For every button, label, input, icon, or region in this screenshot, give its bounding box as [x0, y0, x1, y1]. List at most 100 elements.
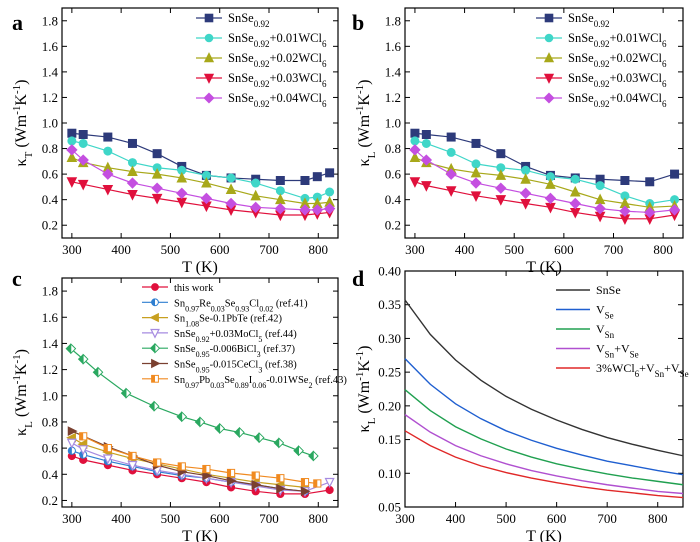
legend-entry: SnSe0.92+0.03WCl6	[228, 71, 327, 89]
x-tick-label: 300	[405, 242, 425, 257]
data-point	[127, 190, 138, 201]
x-tick-label: 300	[62, 242, 82, 257]
data-point	[520, 199, 531, 210]
x-tick-label: 600	[210, 511, 230, 526]
series-b-3	[409, 177, 680, 225]
legend-entry: SnSe0.92+0.03WCl6	[568, 71, 667, 89]
data-point	[519, 187, 532, 199]
series-line	[414, 181, 675, 220]
y-tick-label: 1.2	[385, 90, 401, 105]
data-point	[78, 130, 88, 139]
y-tick-label: 0.6	[385, 167, 402, 182]
legend-entry: SnSe0.92+0.04WCl6	[568, 91, 667, 109]
legend-entry: SnSe0.92+0.02WCl6	[568, 51, 667, 69]
panel-c: 300 400 500 600 700 800 0.2 0.4 0.6 0.8 1.0 1.2 1.4 1…	[11, 266, 347, 542]
data-point	[77, 179, 89, 191]
series-line	[404, 299, 684, 457]
legend-marker	[149, 312, 159, 323]
data-point	[226, 475, 237, 486]
y-tick-label: 1.8	[42, 13, 58, 28]
y-tick-label: 1.2	[42, 90, 58, 105]
y-tick-label: 0.6	[42, 441, 59, 456]
data-point	[176, 171, 188, 183]
y-tick-label: 0.4	[42, 192, 59, 207]
panel-label: a	[12, 10, 23, 35]
x-axis-label: T (K)	[182, 528, 218, 542]
legend: SnSe0.92 SnSe0.92+0.01WCl6 SnSe0.92+0.02WC…	[536, 11, 667, 109]
series-b-2	[409, 151, 680, 212]
series-line	[414, 156, 675, 208]
data-point	[545, 178, 556, 189]
series-d-2	[404, 389, 684, 486]
legend-entry: SnSe0.92+0.02WCl6	[228, 51, 327, 69]
x-axis-label: T (K)	[182, 259, 218, 276]
data-point	[67, 136, 77, 146]
y-axis-label: κT (Wm-1K-1)	[11, 80, 35, 167]
data-point	[66, 151, 78, 162]
data-point	[152, 149, 162, 159]
legend-entry: SnSe0.92+0.03MoCl5 (ref.44)	[174, 329, 297, 344]
data-point	[103, 132, 113, 142]
data-point	[127, 460, 138, 472]
legend-marker	[203, 73, 215, 84]
x-tick-label: 500	[161, 511, 181, 526]
data-point	[544, 192, 557, 205]
data-point	[445, 186, 457, 197]
data-point	[102, 184, 114, 196]
data-point	[176, 187, 188, 199]
x-axis-label: T (K)	[526, 528, 562, 542]
y-axis-label: κL (Wm-1K-1)	[354, 80, 378, 167]
data-point	[645, 177, 655, 187]
data-point	[66, 177, 78, 188]
data-point	[410, 128, 420, 138]
legend-marker	[544, 33, 554, 43]
legend-entry: VSe	[596, 303, 614, 321]
legend-entry: SnSe	[596, 283, 621, 297]
data-point	[225, 183, 237, 194]
data-point	[668, 204, 681, 216]
legend-marker	[543, 73, 555, 84]
panel-label: d	[352, 266, 364, 291]
series-a-3	[66, 177, 335, 222]
series-c-2	[66, 432, 310, 493]
data-point	[226, 173, 236, 183]
data-point	[276, 483, 287, 494]
data-point	[471, 159, 481, 169]
data-point	[470, 166, 482, 178]
y-tick-label: 1.4	[385, 64, 402, 79]
legend-marker	[151, 283, 159, 291]
series-line	[404, 389, 684, 486]
data-point	[421, 138, 431, 148]
legend-entry: 3%WCl6+VSn+VSe	[596, 361, 689, 379]
plot-frame	[404, 270, 684, 508]
data-point	[66, 144, 78, 156]
x-tick-label: 600	[547, 511, 567, 526]
y-tick-label: 1.0	[42, 388, 58, 403]
data-point	[299, 204, 311, 216]
x-tick-label: 400	[111, 242, 131, 257]
data-point	[421, 181, 432, 192]
series-d-1	[404, 358, 684, 476]
y-tick-label: 1.6	[385, 39, 402, 54]
x-tick-label: 800	[309, 511, 329, 526]
series-a-4	[66, 144, 336, 216]
data-point	[151, 182, 163, 194]
series-d-0	[404, 299, 684, 457]
data-point	[409, 151, 421, 162]
series-c-4	[65, 343, 319, 462]
data-point	[102, 168, 114, 180]
legend-marker	[203, 92, 215, 104]
legend-marker	[544, 13, 554, 23]
x-tick-label: 500	[161, 242, 181, 257]
panel-a: 300 400 500 600 700 800 0.2 0.4 0.6 0.8 1.0 1.2 1.4 1…	[11, 7, 339, 276]
data-point	[312, 172, 322, 182]
y-tick-label: 0.40	[378, 264, 401, 279]
data-point	[274, 202, 287, 215]
data-point	[151, 193, 163, 205]
data-point	[446, 147, 456, 157]
legend-marker	[543, 92, 555, 104]
data-point	[496, 149, 506, 159]
y-axis-label: κL (Wm-1K-1)	[11, 349, 35, 436]
